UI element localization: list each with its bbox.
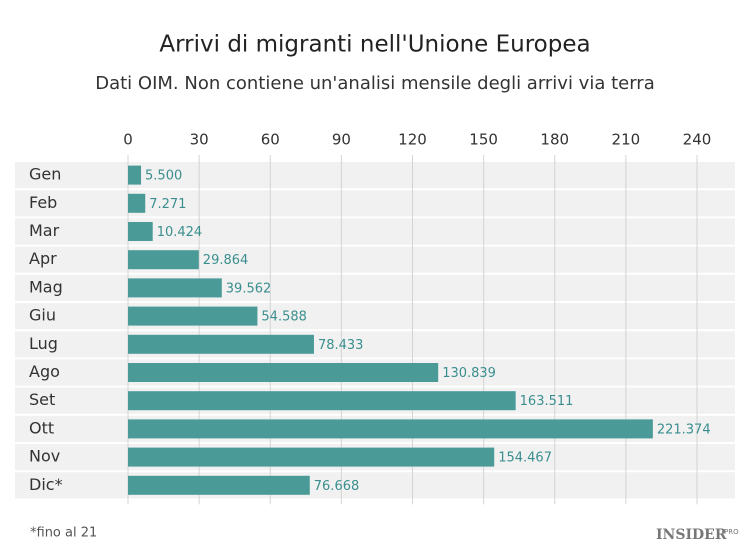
row-background [15, 274, 735, 301]
value-label: 78.433 [318, 338, 364, 353]
bar [128, 278, 222, 298]
y-tick-label: Dic* [29, 475, 63, 494]
y-tick-label: Gen [29, 165, 61, 184]
footnote: *fino al 21 [30, 526, 97, 541]
value-label: 5.500 [145, 169, 182, 184]
x-tick-label: 210 [612, 131, 641, 149]
x-tick-label: 120 [398, 131, 427, 149]
bar [128, 250, 199, 270]
x-tick-label: 180 [540, 131, 569, 149]
row-background [15, 331, 735, 358]
brand-suffix: PRO [724, 528, 739, 536]
value-label: 76.668 [314, 479, 360, 494]
x-tick-label: 90 [332, 131, 351, 149]
value-label: 54.588 [261, 310, 307, 325]
bar [128, 193, 146, 213]
value-label: 154.467 [498, 451, 552, 466]
chart-title: Arrivi di migranti nell'Unione Europea [159, 32, 590, 58]
y-tick-label: Lug [29, 334, 58, 353]
y-tick-label: Feb [29, 193, 57, 212]
value-label: 10.424 [157, 225, 203, 240]
bar [128, 475, 310, 495]
bar [128, 419, 653, 439]
row-background [15, 303, 735, 330]
bar [128, 391, 516, 411]
y-tick-label: Ott [29, 418, 54, 437]
row-background [15, 218, 735, 245]
brand: INSIDER [656, 527, 727, 543]
y-tick-label: Mar [29, 221, 60, 240]
value-label: 7.271 [149, 197, 186, 212]
value-label: 130.839 [442, 366, 496, 381]
row-background [15, 246, 735, 273]
x-tick-label: 60 [261, 131, 280, 149]
bar [128, 165, 142, 185]
bar [128, 447, 495, 467]
bar [128, 363, 439, 382]
y-tick-label: Nov [29, 447, 60, 466]
x-tick-label: 240 [683, 131, 712, 149]
row-background [15, 162, 735, 189]
y-tick-label: Apr [29, 249, 57, 268]
bar [128, 306, 258, 326]
x-tick-label: 30 [190, 131, 209, 149]
y-tick-label: Giu [29, 306, 56, 325]
x-tick-label: 0 [123, 131, 133, 149]
y-tick-label: Mag [29, 277, 63, 296]
y-tick-label: Set [29, 390, 55, 409]
chart-subtitle: Dati OIM. Non contiene un'analisi mensil… [95, 73, 655, 94]
value-label: 163.511 [520, 394, 574, 409]
value-label: 221.374 [657, 422, 711, 437]
bar [128, 334, 314, 354]
bar [128, 222, 153, 241]
value-label: 39.562 [226, 281, 272, 296]
x-tick-label: 150 [469, 131, 498, 149]
row-background [15, 472, 735, 499]
value-label: 29.864 [203, 253, 249, 268]
row-background [15, 190, 735, 217]
y-tick-label: Ago [29, 362, 60, 381]
